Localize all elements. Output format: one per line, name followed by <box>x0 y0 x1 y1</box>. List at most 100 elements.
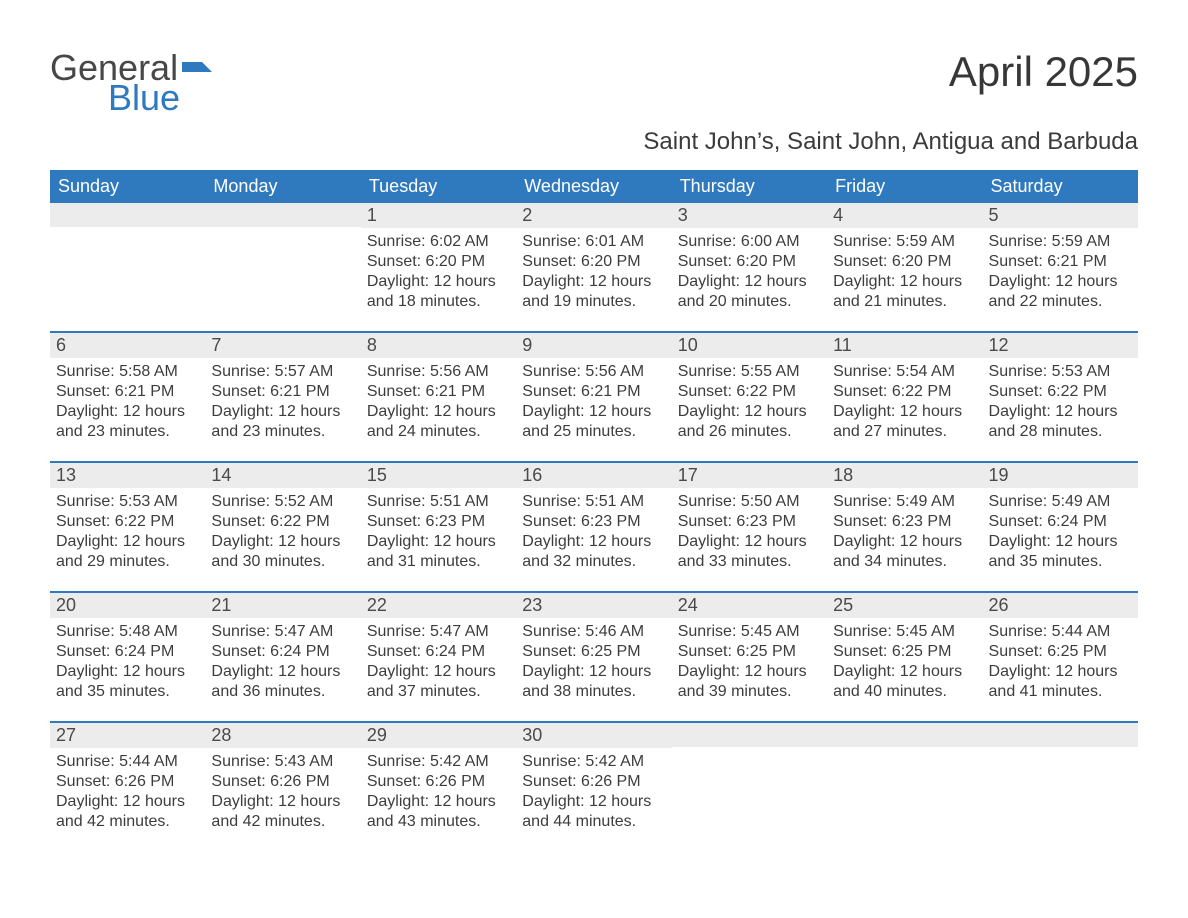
day-body: Sunrise: 5:49 AMSunset: 6:24 PMDaylight:… <box>983 488 1138 578</box>
dow-monday: Monday <box>205 170 360 203</box>
day-sunset: Sunset: 6:23 PM <box>522 512 665 532</box>
calendar-day: 10Sunrise: 5:55 AMSunset: 6:22 PMDayligh… <box>672 333 827 461</box>
day-sunset: Sunset: 6:20 PM <box>678 252 821 272</box>
day-sunset: Sunset: 6:23 PM <box>678 512 821 532</box>
day-number: 17 <box>672 463 827 488</box>
day-number: 1 <box>361 203 516 228</box>
day-sunrise: Sunrise: 5:44 AM <box>989 622 1132 642</box>
day-day1: Daylight: 12 hours <box>989 272 1132 292</box>
calendar-page: General Blue April 2025 Saint John’s, Sa… <box>0 0 1188 918</box>
day-sunrise: Sunrise: 5:49 AM <box>989 492 1132 512</box>
day-body: Sunrise: 6:00 AMSunset: 6:20 PMDaylight:… <box>672 228 827 318</box>
day-day2: and 42 minutes. <box>211 812 354 832</box>
day-day2: and 40 minutes. <box>833 682 976 702</box>
day-sunset: Sunset: 6:25 PM <box>833 642 976 662</box>
day-sunrise: Sunrise: 5:42 AM <box>522 752 665 772</box>
day-number: 18 <box>827 463 982 488</box>
day-sunrise: Sunrise: 5:47 AM <box>367 622 510 642</box>
logo-text: General Blue <box>50 50 212 116</box>
day-number: 7 <box>205 333 360 358</box>
day-sunrise: Sunrise: 6:01 AM <box>522 232 665 252</box>
day-day2: and 23 minutes. <box>56 422 199 442</box>
day-body: Sunrise: 5:45 AMSunset: 6:25 PMDaylight:… <box>672 618 827 708</box>
day-day1: Daylight: 12 hours <box>367 272 510 292</box>
day-number: 23 <box>516 593 671 618</box>
day-day1: Daylight: 12 hours <box>56 402 199 422</box>
calendar-day: 25Sunrise: 5:45 AMSunset: 6:25 PMDayligh… <box>827 593 982 721</box>
day-body: Sunrise: 5:47 AMSunset: 6:24 PMDaylight:… <box>205 618 360 708</box>
day-body: Sunrise: 5:53 AMSunset: 6:22 PMDaylight:… <box>50 488 205 578</box>
calendar: Sunday Monday Tuesday Wednesday Thursday… <box>50 170 1138 851</box>
calendar-day: 8Sunrise: 5:56 AMSunset: 6:21 PMDaylight… <box>361 333 516 461</box>
calendar-day: 22Sunrise: 5:47 AMSunset: 6:24 PMDayligh… <box>361 593 516 721</box>
day-body: Sunrise: 5:55 AMSunset: 6:22 PMDaylight:… <box>672 358 827 448</box>
day-number: 13 <box>50 463 205 488</box>
day-body: Sunrise: 5:46 AMSunset: 6:25 PMDaylight:… <box>516 618 671 708</box>
day-day2: and 44 minutes. <box>522 812 665 832</box>
dow-wednesday: Wednesday <box>516 170 671 203</box>
day-body: Sunrise: 5:57 AMSunset: 6:21 PMDaylight:… <box>205 358 360 448</box>
day-sunrise: Sunrise: 5:49 AM <box>833 492 976 512</box>
calendar-day: 29Sunrise: 5:42 AMSunset: 6:26 PMDayligh… <box>361 723 516 851</box>
day-body: Sunrise: 5:54 AMSunset: 6:22 PMDaylight:… <box>827 358 982 448</box>
day-body: Sunrise: 5:58 AMSunset: 6:21 PMDaylight:… <box>50 358 205 448</box>
day-sunrise: Sunrise: 5:52 AM <box>211 492 354 512</box>
day-sunrise: Sunrise: 5:53 AM <box>56 492 199 512</box>
calendar-day: 14Sunrise: 5:52 AMSunset: 6:22 PMDayligh… <box>205 463 360 591</box>
day-number: 3 <box>672 203 827 228</box>
day-number: 22 <box>361 593 516 618</box>
day-sunset: Sunset: 6:20 PM <box>833 252 976 272</box>
calendar-day <box>50 203 205 331</box>
day-day2: and 36 minutes. <box>211 682 354 702</box>
day-sunrise: Sunrise: 5:42 AM <box>367 752 510 772</box>
day-number <box>827 723 982 747</box>
day-sunrise: Sunrise: 5:57 AM <box>211 362 354 382</box>
day-number: 11 <box>827 333 982 358</box>
day-day2: and 41 minutes. <box>989 682 1132 702</box>
day-day1: Daylight: 12 hours <box>211 532 354 552</box>
day-number: 6 <box>50 333 205 358</box>
day-day2: and 29 minutes. <box>56 552 199 572</box>
day-day1: Daylight: 12 hours <box>522 792 665 812</box>
day-day1: Daylight: 12 hours <box>56 792 199 812</box>
day-day1: Daylight: 12 hours <box>56 662 199 682</box>
day-sunset: Sunset: 6:21 PM <box>989 252 1132 272</box>
day-sunset: Sunset: 6:24 PM <box>367 642 510 662</box>
header-titles: April 2025 <box>949 50 1138 94</box>
day-day1: Daylight: 12 hours <box>211 402 354 422</box>
day-sunset: Sunset: 6:22 PM <box>211 512 354 532</box>
day-day2: and 31 minutes. <box>367 552 510 572</box>
day-sunset: Sunset: 6:25 PM <box>522 642 665 662</box>
day-number: 12 <box>983 333 1138 358</box>
day-body: Sunrise: 6:02 AMSunset: 6:20 PMDaylight:… <box>361 228 516 318</box>
day-sunrise: Sunrise: 6:02 AM <box>367 232 510 252</box>
day-body <box>50 227 205 237</box>
day-day2: and 39 minutes. <box>678 682 821 702</box>
day-number: 10 <box>672 333 827 358</box>
day-day1: Daylight: 12 hours <box>367 532 510 552</box>
day-sunrise: Sunrise: 5:59 AM <box>989 232 1132 252</box>
dow-sunday: Sunday <box>50 170 205 203</box>
day-day2: and 34 minutes. <box>833 552 976 572</box>
day-body: Sunrise: 5:51 AMSunset: 6:23 PMDaylight:… <box>361 488 516 578</box>
calendar-day <box>672 723 827 851</box>
day-day1: Daylight: 12 hours <box>989 402 1132 422</box>
day-body: Sunrise: 5:48 AMSunset: 6:24 PMDaylight:… <box>50 618 205 708</box>
day-day1: Daylight: 12 hours <box>989 532 1132 552</box>
day-day2: and 38 minutes. <box>522 682 665 702</box>
day-day1: Daylight: 12 hours <box>678 402 821 422</box>
day-sunrise: Sunrise: 5:58 AM <box>56 362 199 382</box>
calendar-day: 5Sunrise: 5:59 AMSunset: 6:21 PMDaylight… <box>983 203 1138 331</box>
calendar-week: 27Sunrise: 5:44 AMSunset: 6:26 PMDayligh… <box>50 721 1138 851</box>
calendar-day: 4Sunrise: 5:59 AMSunset: 6:20 PMDaylight… <box>827 203 982 331</box>
day-sunrise: Sunrise: 5:53 AM <box>989 362 1132 382</box>
calendar-week: 1Sunrise: 6:02 AMSunset: 6:20 PMDaylight… <box>50 203 1138 331</box>
day-day2: and 27 minutes. <box>833 422 976 442</box>
day-body: Sunrise: 5:42 AMSunset: 6:26 PMDaylight:… <box>516 748 671 838</box>
dow-tuesday: Tuesday <box>361 170 516 203</box>
day-number: 20 <box>50 593 205 618</box>
day-day2: and 21 minutes. <box>833 292 976 312</box>
logo: General Blue <box>50 50 212 116</box>
day-day1: Daylight: 12 hours <box>56 532 199 552</box>
calendar-day: 19Sunrise: 5:49 AMSunset: 6:24 PMDayligh… <box>983 463 1138 591</box>
